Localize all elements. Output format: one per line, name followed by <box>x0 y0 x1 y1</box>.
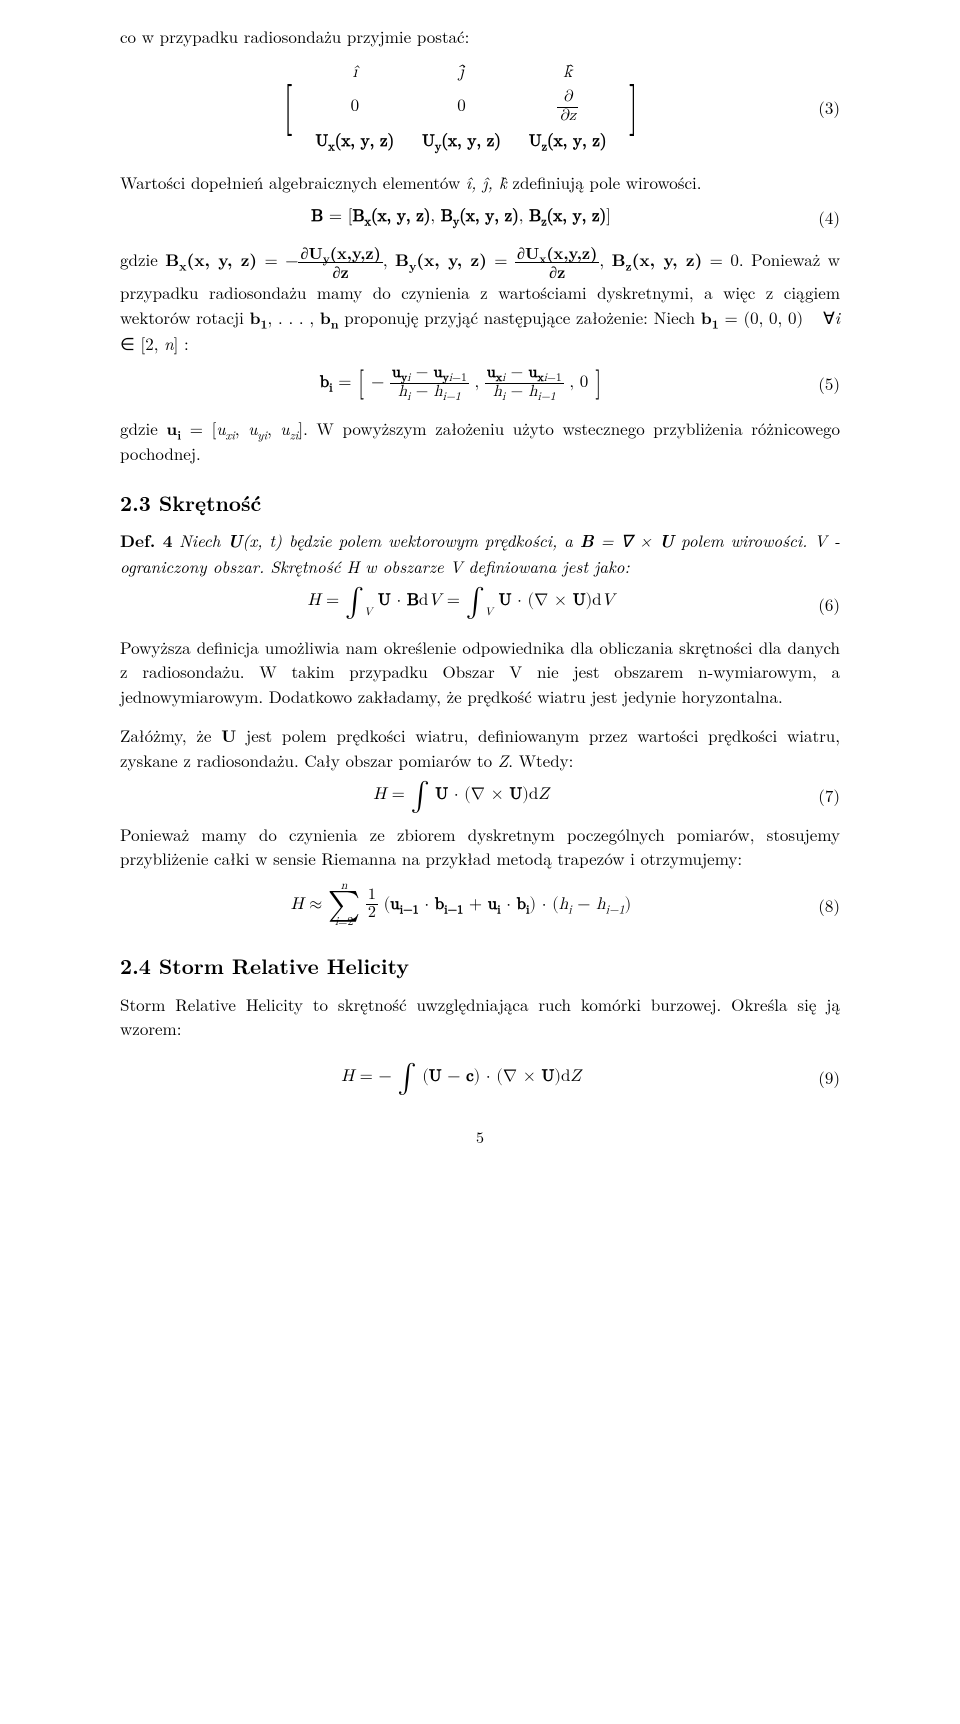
page-number: 5 <box>120 1125 840 1148</box>
eq8-body: H ≈ n∑i=2 12 (ui−1 · bi−1 + ui · bi) · (… <box>120 881 802 929</box>
eq7-number: (7) <box>802 783 840 808</box>
after-eq6: Powyższa definicja umożliwia nam określe… <box>120 635 840 709</box>
para-before-eq8: Ponieważ mamy do czynienia ze zbiorem dy… <box>120 822 840 871</box>
eq5-body: bi = [ − uyi − uyi−1hi − hi−1 , uxi − ux… <box>120 365 802 402</box>
def4-label: Def. 4 <box>120 529 173 553</box>
equation-3: [ î ĵ k̂ 0 0 ∂∂z Ux(x, y, z) Uy(x, y, z)… <box>120 59 840 157</box>
eq9-number: (9) <box>802 1065 840 1090</box>
eq6-body: H = ∫V U · BdV = ∫V U · (∇ × U)dV <box>120 589 802 621</box>
section-2-3-head: 2.3 Skrętność <box>120 488 840 518</box>
eq3-number: (3) <box>802 95 840 120</box>
def-4: Def. 4 Niech U(x, t) będzie polem wektor… <box>120 528 840 578</box>
equation-8: H ≈ n∑i=2 12 (ui−1 · bi−1 + ui · bi) · (… <box>120 881 840 929</box>
para-before-eq7: Załóżmy, że U jest polem prędkości wiatr… <box>120 723 840 773</box>
equation-6: H = ∫V U · BdV = ∫V U · (∇ × U)dV (6) <box>120 589 840 621</box>
para-after-eq4: gdzie Bx(x, y, z) = −∂Uy(x,y,z)∂z, By(x,… <box>120 244 840 355</box>
eq4-number: (4) <box>802 205 840 230</box>
equation-9: H = − ∫ (U − c) · (∇ × U)dZ (9) <box>120 1065 840 1090</box>
after-eq3: Wartości dopełnień algebraicznych elemen… <box>120 170 840 195</box>
section-2-4-head: 2.4 Storm Relative Helicity <box>120 951 840 981</box>
equation-5: bi = [ − uyi − uyi−1hi − hi−1 , uxi − ux… <box>120 365 840 402</box>
eq7-body: H = ∫ U · (∇ × U)dZ <box>120 783 802 808</box>
eq4-body: B = [Bx(x, y, z), By(x, y, z), Bz(x, y, … <box>120 205 802 230</box>
eq6-number: (6) <box>802 592 840 617</box>
page: co w przypadku radiosondażu przyjmie pos… <box>0 0 960 1189</box>
para-24: Storm Relative Helicity to skrętność uwz… <box>120 992 840 1041</box>
eq9-body: H = − ∫ (U − c) · (∇ × U)dZ <box>120 1065 802 1090</box>
equation-4: B = [Bx(x, y, z), By(x, y, z), Bz(x, y, … <box>120 205 840 230</box>
intro-text: co w przypadku radiosondażu przyjmie pos… <box>120 24 840 49</box>
equation-7: H = ∫ U · (∇ × U)dZ (7) <box>120 783 840 808</box>
eq8-number: (8) <box>802 893 840 918</box>
eq5-number: (5) <box>802 371 840 396</box>
eq3-body: [ î ĵ k̂ 0 0 ∂∂z Ux(x, y, z) Uy(x, y, z)… <box>120 59 802 157</box>
after-eq5: gdzie ui = [uxi, uyi, uzi]. W powyższym … <box>120 416 840 466</box>
